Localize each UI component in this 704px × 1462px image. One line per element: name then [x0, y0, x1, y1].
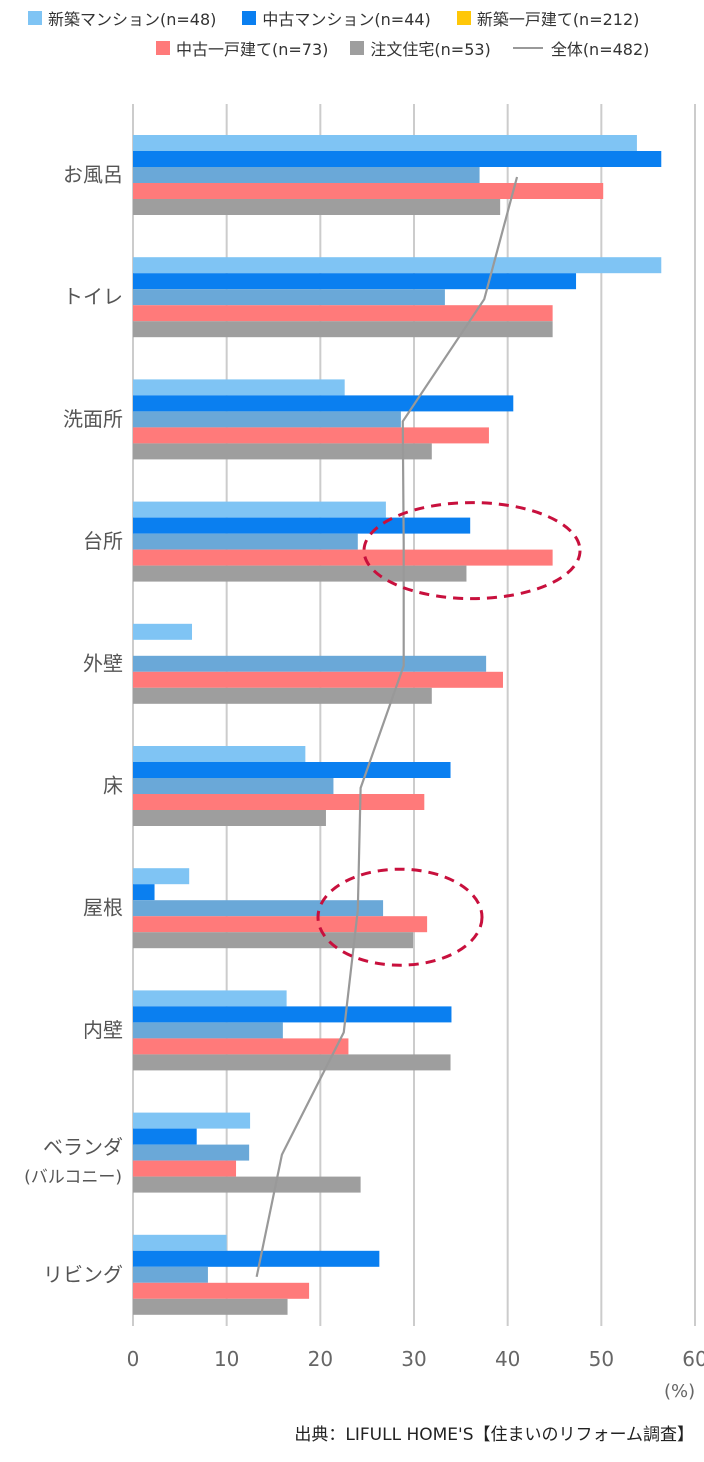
category-label: リビング	[43, 1262, 123, 1286]
bar	[133, 183, 604, 199]
x-tick-label: 60	[682, 1347, 704, 1371]
bar	[133, 533, 358, 550]
bar	[133, 762, 451, 778]
legend-label: 中古マンション(n=44)	[262, 10, 431, 29]
total-line-path	[255, 176, 519, 1278]
bar	[133, 305, 553, 322]
bar	[133, 1266, 208, 1283]
bar	[133, 411, 401, 428]
bar	[133, 1298, 288, 1315]
category-label: 台所	[83, 529, 123, 553]
category-sublabel: (バルコニー)	[24, 1168, 122, 1188]
bar	[133, 623, 193, 640]
x-tick-label: 10	[214, 1347, 239, 1371]
legend-swatch	[28, 11, 42, 25]
legend-row-2: 中古一戸建て(n=73) 注文住宅(n=53) 全体(n=482)	[156, 36, 649, 60]
bar	[133, 395, 514, 412]
legend-row-1: 新築マンション(n=48) 中古マンション(n=44) 新築一戸建て(n=212…	[28, 6, 639, 30]
legend-label: 全体(n=482)	[550, 40, 650, 59]
bar	[133, 810, 326, 826]
bar	[133, 199, 501, 215]
bar	[133, 257, 662, 274]
highlight-ellipse	[316, 867, 484, 967]
x-axis-unit: (%)	[664, 1381, 696, 1402]
bar	[133, 900, 384, 917]
legend-item-custom-house: 注文住宅(n=53)	[350, 36, 491, 60]
category-label: ベランダ	[43, 1135, 123, 1159]
bar	[133, 1022, 283, 1039]
bar	[133, 289, 445, 306]
legend-swatch	[350, 41, 365, 55]
bar	[133, 687, 432, 704]
legend-label: 新築マンション(n=48)	[48, 10, 217, 29]
category-label: 洗面所	[63, 407, 123, 431]
legend-item-used-house: 中古一戸建て(n=73)	[156, 36, 328, 60]
legend-item-new-house: 新築一戸建て(n=212)	[456, 6, 640, 30]
highlight-ellipse	[362, 501, 582, 601]
source-note: 出典：LIFULL HOME'S【住まいのリフォーム調査】	[294, 1425, 694, 1445]
x-tick-label: 0	[127, 1347, 140, 1371]
bar	[133, 1054, 451, 1071]
category-label: 床	[103, 774, 123, 798]
category-label: 内壁	[83, 1018, 123, 1042]
x-tick-label: 40	[495, 1347, 520, 1371]
bar	[133, 501, 386, 518]
bar	[133, 427, 489, 444]
bar	[133, 443, 432, 460]
bar	[133, 1234, 227, 1251]
bar	[133, 517, 471, 534]
bar	[133, 868, 190, 885]
bar	[133, 151, 662, 167]
bar	[133, 1176, 361, 1193]
category-label: 外壁	[83, 651, 123, 675]
bar	[133, 549, 553, 566]
bar	[133, 1250, 380, 1267]
category-label: お風呂	[63, 163, 123, 187]
bar	[133, 671, 503, 688]
legend-swatch	[456, 11, 471, 25]
bar	[133, 379, 345, 396]
legend-label: 新築一戸建て(n=212)	[476, 10, 640, 29]
legend-swatch	[242, 11, 257, 25]
bar	[133, 1006, 452, 1023]
legend-swatch	[156, 41, 170, 55]
category-label: トイレ	[63, 285, 123, 309]
bar	[133, 778, 334, 794]
total-line	[255, 176, 519, 1278]
bars	[133, 135, 662, 1315]
legend-item-used-mansion: 中古マンション(n=44)	[242, 6, 431, 30]
bar	[133, 916, 428, 933]
x-tick-labels: 0 10 20 30 40 50 60	[127, 1347, 704, 1371]
bar	[133, 135, 637, 151]
bar	[133, 746, 306, 762]
bar	[133, 990, 287, 1007]
bar	[133, 1128, 197, 1145]
bar	[133, 655, 487, 672]
x-tick-label: 50	[589, 1347, 614, 1371]
legend-line-swatch	[512, 47, 543, 49]
bar	[133, 794, 425, 810]
bar	[133, 273, 577, 290]
legend-label: 中古一戸建て(n=73)	[176, 40, 329, 59]
legend-item-new-mansion: 新築マンション(n=48)	[28, 6, 216, 30]
legend-item-total: 全体(n=482)	[512, 36, 650, 60]
bar	[133, 1144, 250, 1161]
bar	[133, 321, 553, 338]
x-tick-label: 20	[308, 1347, 333, 1371]
bar	[133, 1038, 349, 1055]
bar	[133, 1160, 237, 1177]
bar	[133, 565, 467, 582]
category-label: 屋根	[83, 896, 123, 920]
bar	[133, 932, 414, 949]
bar	[133, 1112, 251, 1129]
bar	[133, 167, 480, 183]
x-tick-label: 30	[401, 1347, 426, 1371]
legend-label: 注文住宅(n=53)	[370, 40, 491, 59]
bar	[133, 1282, 310, 1299]
highlight-ellipses	[316, 501, 582, 967]
bar	[133, 884, 155, 901]
